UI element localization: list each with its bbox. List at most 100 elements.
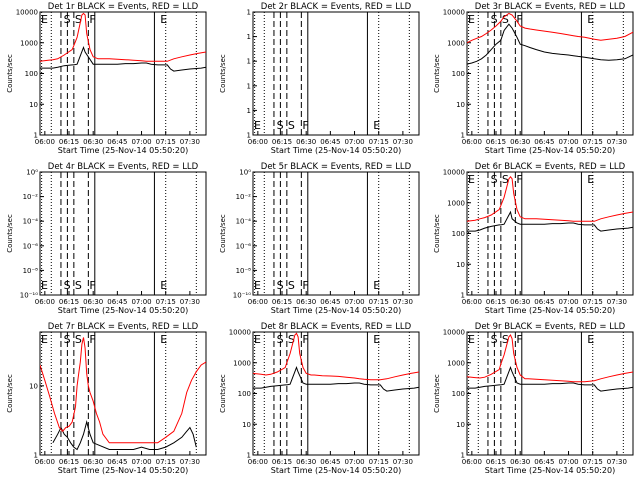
y-tick-label: 1 xyxy=(34,132,38,140)
x-tick-label: 07:30 xyxy=(607,298,627,306)
event-marker-label: S xyxy=(75,333,82,346)
series-line-black xyxy=(253,366,419,392)
event-marker-label: F xyxy=(516,173,522,186)
event-marker-label: E xyxy=(468,13,475,26)
x-tick-label: 07:00 xyxy=(131,298,151,306)
x-tick-label: 07:30 xyxy=(393,458,413,466)
event-marker-label: E xyxy=(254,279,261,292)
x-tick-label: 07:15 xyxy=(156,138,176,146)
y-tick-label: 1000 xyxy=(447,359,465,367)
y-axis-label: Counts/sec xyxy=(6,54,14,93)
x-tick-label: 06:00 xyxy=(248,298,268,306)
event-marker-label: F xyxy=(516,13,522,26)
x-tick-label: 07:30 xyxy=(607,138,627,146)
panel-title: Det 1r BLACK = Events, RED = LLD xyxy=(48,2,199,12)
x-tick-label: 07:00 xyxy=(558,298,578,306)
x-tick-label: 06:45 xyxy=(320,458,340,466)
x-tick-label: 06:00 xyxy=(462,458,482,466)
y-tick-label: 10000 xyxy=(443,169,465,177)
x-tick-label: 06:30 xyxy=(83,138,103,146)
plot-frame xyxy=(466,331,634,456)
y-tick-label: 10 xyxy=(242,421,251,429)
panel-2: Det 2r BLACK = Events, RED = LLD11111106… xyxy=(219,2,420,155)
event-marker-label: E xyxy=(587,13,594,26)
event-marker-label: S xyxy=(288,119,295,132)
panel-title: Det 4r BLACK = Events, RED = LLD xyxy=(48,162,199,172)
x-tick-label: 06:30 xyxy=(510,298,530,306)
x-tick-label: 07:00 xyxy=(131,458,151,466)
event-marker-label: S xyxy=(502,13,509,26)
event-marker-label: S xyxy=(64,13,71,26)
x-tick-label: 06:45 xyxy=(534,298,554,306)
x-tick-label: 07:15 xyxy=(369,138,389,146)
y-tick-label: 1000 xyxy=(20,39,38,47)
y-tick-label: 100 xyxy=(25,70,38,78)
y-tick-label: 1 xyxy=(247,82,251,90)
event-marker-label: F xyxy=(302,279,308,292)
plot-frame xyxy=(39,331,207,456)
x-tick-label: 07:15 xyxy=(369,298,389,306)
x-tick-label: 07:00 xyxy=(344,298,364,306)
x-tick-label: 06:30 xyxy=(510,458,530,466)
y-tick-label: 100 xyxy=(238,390,251,398)
y-tick-label: 1 xyxy=(461,292,465,300)
panel-title: Det 7r BLACK = Events, RED = LLD xyxy=(48,322,199,332)
x-tick-label: 07:30 xyxy=(180,138,200,146)
series-line-black xyxy=(40,46,206,72)
event-marker-label: E xyxy=(41,279,48,292)
y-axis-label: Counts/sec xyxy=(433,214,441,253)
x-tick-label: 07:00 xyxy=(344,138,364,146)
x-tick-label: 06:00 xyxy=(248,138,268,146)
y-tick-label: 100 xyxy=(452,390,465,398)
x-tick-label: 06:45 xyxy=(107,458,127,466)
x-tick-label: 06:30 xyxy=(296,298,316,306)
y-tick-label: 10000 xyxy=(229,329,251,337)
event-marker-label: E xyxy=(160,333,167,346)
x-tick-label: 07:00 xyxy=(558,458,578,466)
series-line-red xyxy=(40,337,206,444)
event-marker-label: E xyxy=(254,119,261,132)
x-axis-label: Start Time (25-Nov-14 05:50:20) xyxy=(485,146,615,155)
x-tick-label: 06:30 xyxy=(83,298,103,306)
y-tick-label: 1 xyxy=(247,132,251,140)
plot-frame xyxy=(39,171,207,296)
y-axis-label: Counts/sec xyxy=(219,214,227,253)
x-tick-label: 07:15 xyxy=(583,458,603,466)
x-tick-label: 06:15 xyxy=(486,298,506,306)
panel-title: Det 2r BLACK = Events, RED = LLD xyxy=(261,2,412,12)
y-tick-label: 10⁻⁶ xyxy=(23,242,39,250)
panel-3: Det 3r BLACK = Events, RED = LLD 1 10 100 10… xyxy=(433,2,634,155)
event-marker-label: E xyxy=(41,13,48,26)
x-tick-label: 07:30 xyxy=(180,458,200,466)
x-tick-label: 06:30 xyxy=(296,458,316,466)
y-tick-label: 10⁰ xyxy=(239,169,251,177)
x-tick-label: 07:30 xyxy=(393,298,413,306)
y-axis-label: Counts/sec xyxy=(219,374,227,413)
event-marker-label: F xyxy=(89,333,95,346)
y-tick-label: 10000 xyxy=(443,329,465,337)
y-tick-label: 1000 xyxy=(233,359,251,367)
event-marker-label: F xyxy=(302,333,308,346)
y-tick-label: 10⁻² xyxy=(23,193,39,201)
x-tick-label: 06:00 xyxy=(462,138,482,146)
series-line-red xyxy=(467,334,633,383)
x-tick-label: 07:15 xyxy=(369,458,389,466)
x-tick-label: 06:45 xyxy=(534,138,554,146)
series-line-red xyxy=(253,332,419,381)
series-line-black xyxy=(467,23,633,65)
x-tick-label: 07:30 xyxy=(180,298,200,306)
event-marker-label: F xyxy=(89,13,95,26)
event-marker-label: S xyxy=(64,279,71,292)
y-tick-label: 10⁻⁸ xyxy=(236,267,252,275)
x-tick-label: 06:45 xyxy=(107,298,127,306)
x-tick-label: 07:30 xyxy=(393,138,413,146)
x-tick-label: 06:45 xyxy=(534,458,554,466)
y-tick-label: 10000 xyxy=(16,9,38,17)
series-line-black xyxy=(467,210,633,232)
x-tick-label: 06:15 xyxy=(272,458,292,466)
panel-title: Det 8r BLACK = Events, RED = LLD xyxy=(261,322,412,332)
x-axis-label: Start Time (25-Nov-14 05:50:20) xyxy=(271,466,401,475)
x-tick-label: 06:45 xyxy=(320,138,340,146)
event-marker-label: E xyxy=(373,119,380,132)
event-marker-label: S xyxy=(288,279,295,292)
